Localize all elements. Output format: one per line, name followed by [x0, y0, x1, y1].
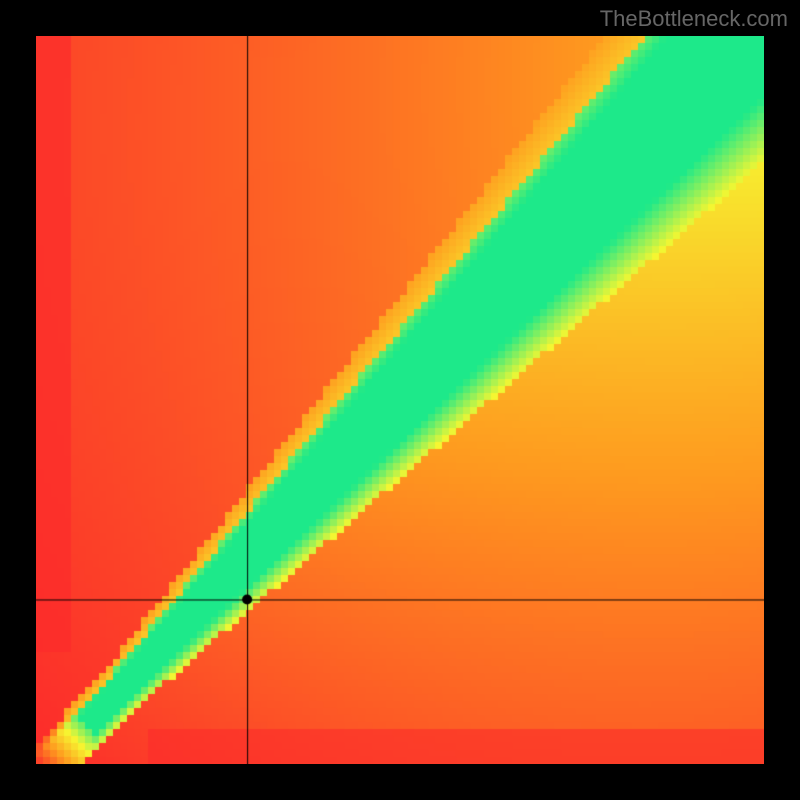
bottleneck-heatmap: [36, 36, 764, 764]
chart-container: TheBottleneck.com: [0, 0, 800, 800]
plot-area: [36, 36, 764, 764]
watermark-text: TheBottleneck.com: [600, 6, 788, 32]
